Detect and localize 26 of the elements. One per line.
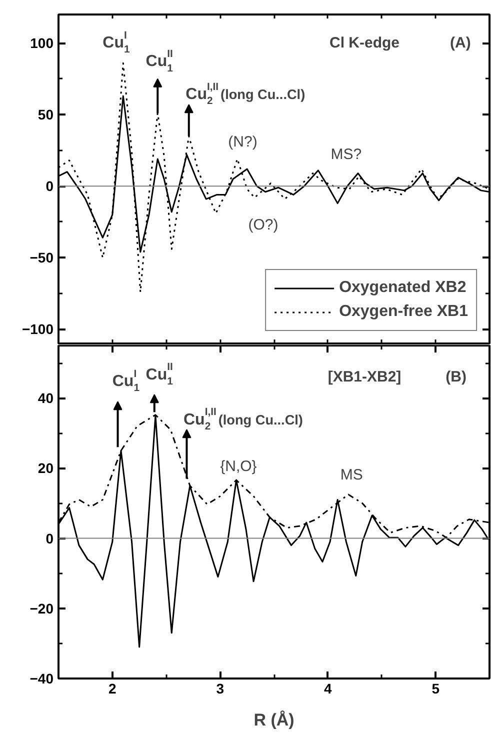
annotation: MS [340, 466, 363, 484]
annotation: Cl K-edge [330, 34, 400, 52]
annotation: [XB1-XB2] [328, 368, 402, 386]
annotation: (A) [450, 34, 471, 52]
annotation: (N?) [228, 133, 258, 150]
legend-label: Oxygen-free XB1 [339, 303, 468, 321]
annotation: MS? [330, 146, 362, 164]
y-tick-label: −100 [22, 321, 54, 338]
x-tick-label: 4 [324, 680, 332, 696]
y-tick-label: −50 [30, 250, 54, 266]
annotation: (B) [446, 368, 467, 386]
y-tick-label: −40 [30, 670, 54, 686]
annotation: {N,O} [220, 458, 257, 475]
x-axis-title: R (Å) [254, 710, 294, 730]
y-tick-label: 0 [46, 530, 54, 546]
legend-label: Oxygenated XB2 [339, 279, 466, 297]
annotation: (O?) [248, 216, 278, 234]
x-tick-label: 5 [432, 680, 440, 696]
y-tick-label: −20 [30, 600, 54, 616]
y-tick-label: 20 [38, 460, 54, 476]
y-tick-label: 0 [46, 178, 54, 194]
x-tick-label: 3 [216, 680, 224, 696]
x-tick-label: 2 [108, 680, 116, 696]
y-tick-label: 50 [38, 106, 54, 123]
y-tick-label: 100 [30, 35, 54, 52]
y-tick-label: 40 [38, 390, 54, 406]
